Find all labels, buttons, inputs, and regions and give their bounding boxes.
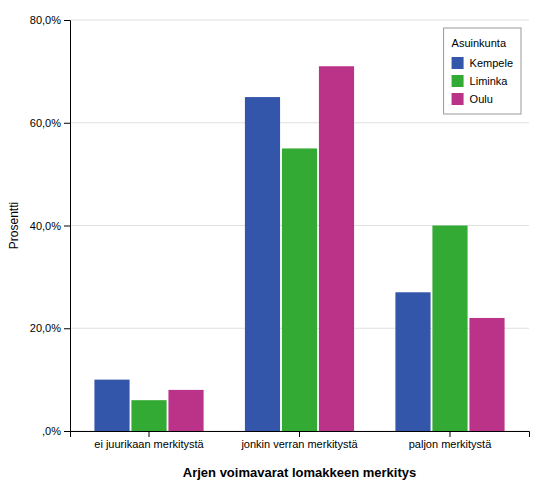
- bar: [432, 226, 467, 432]
- bar: [131, 400, 166, 431]
- tick-label: 20,0%: [30, 322, 61, 334]
- plot: ,0% 20,0% 40,0% 60,0% 80,0% ei juurikaan merk…: [30, 14, 530, 450]
- legend-swatch: [452, 75, 464, 87]
- grid-line: [70, 20, 529, 21]
- tick: paljon merkitystä: [409, 431, 492, 450]
- x-axis-title: Arjen voimavarat lomakkeen merkitys: [183, 465, 416, 480]
- bar: [282, 148, 317, 431]
- legend-box: [444, 28, 521, 114]
- tick-mark: [64, 20, 70, 21]
- legend: Asuinkunta Kempele Liminka Oulu: [444, 28, 521, 114]
- tick-mark: [64, 328, 70, 329]
- tick-label: ,0%: [42, 425, 61, 437]
- axis-line: [64, 21, 71, 432]
- tick-label: jonkin verran merkitystä: [240, 438, 358, 450]
- legend-swatch: [452, 93, 464, 105]
- y-axis: ,0% 20,0% 40,0% 60,0% 80,0%: [30, 14, 71, 437]
- bar: [319, 66, 354, 431]
- tick-mark: [299, 431, 300, 437]
- tick: 40,0%: [30, 220, 70, 232]
- legend-label: Kempele: [470, 57, 513, 69]
- legend-label: Oulu: [470, 93, 493, 105]
- bar: [395, 292, 430, 431]
- grid: [70, 20, 529, 431]
- bar: [245, 97, 280, 431]
- y-axis-title: Prosentti: [7, 202, 21, 249]
- tick: 20,0%: [30, 322, 70, 334]
- legend-swatch: [452, 57, 464, 69]
- tick: 60,0%: [30, 117, 70, 129]
- bar: [94, 380, 129, 431]
- tick: ,0%: [42, 425, 70, 437]
- axis-line: [71, 432, 530, 438]
- bars: [94, 66, 504, 431]
- tick-mark: [449, 431, 450, 437]
- bar: [469, 318, 504, 431]
- tick: 80,0%: [30, 14, 70, 26]
- tick-mark: [64, 226, 70, 227]
- tick-mark: [64, 123, 70, 124]
- tick-label: 80,0%: [30, 14, 61, 26]
- grid-line: [70, 122, 529, 123]
- tick-label: paljon merkitystä: [409, 438, 492, 450]
- tick-label: 60,0%: [30, 117, 61, 129]
- tick: ei juurikaan merkitystä: [94, 431, 204, 450]
- bar-series: [168, 66, 504, 431]
- legend-label: Liminka: [470, 75, 509, 87]
- tick-mark: [149, 431, 150, 437]
- tick-mark: [64, 431, 70, 432]
- bar-series: [94, 97, 430, 431]
- legend-title: Asuinkunta: [452, 37, 507, 49]
- chart: ,0% 20,0% 40,0% 60,0% 80,0% ei juurikaan merk…: [0, 0, 549, 493]
- bar: [168, 390, 203, 431]
- x-axis: ei juurikaan merkitystä jonkin verran mer…: [71, 431, 530, 450]
- tick-label: 40,0%: [30, 220, 61, 232]
- tick-label: ei juurikaan merkitystä: [94, 438, 204, 450]
- tick: jonkin verran merkitystä: [240, 431, 358, 450]
- bar-series: [131, 148, 467, 431]
